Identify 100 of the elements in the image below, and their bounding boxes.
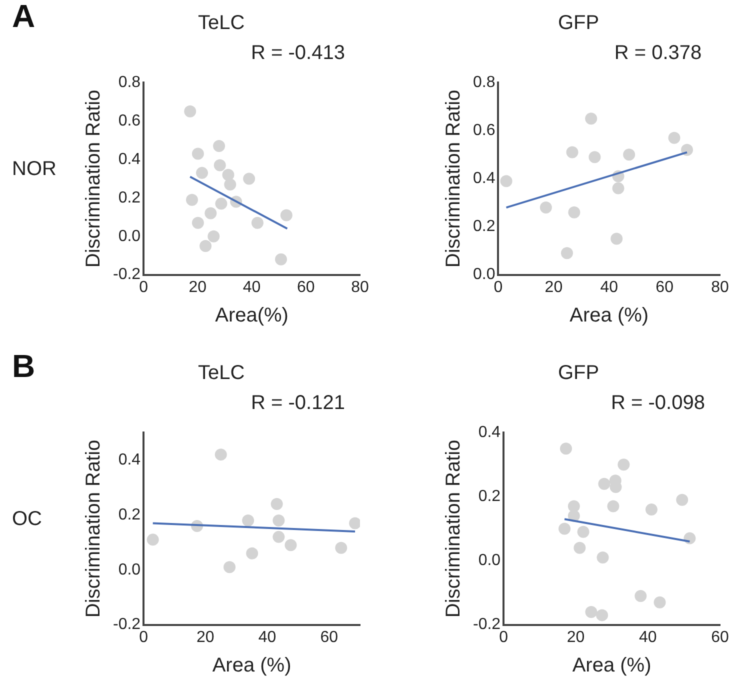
y-tick-label: 0.2 xyxy=(118,506,141,524)
point xyxy=(654,596,666,608)
point xyxy=(280,209,292,222)
y-tick-label: 0.8 xyxy=(118,74,141,92)
point xyxy=(335,542,348,554)
x-tick-label: 0 xyxy=(139,278,148,296)
x-tick-label: 40 xyxy=(600,278,618,296)
x-tick-label: 60 xyxy=(656,278,674,296)
y-tick-label: 0.4 xyxy=(118,150,141,168)
x-tick-label: 60 xyxy=(296,278,315,296)
x-axis-title: Area (%) xyxy=(570,304,649,327)
y-tick-label: 0.6 xyxy=(472,122,496,140)
point xyxy=(208,230,220,242)
y-tick-label: 0.2 xyxy=(478,488,501,506)
point xyxy=(588,151,601,164)
y-tick-label: 0.4 xyxy=(472,170,496,188)
text: A xyxy=(12,0,36,35)
y-tick-label: 0.6 xyxy=(118,112,141,130)
y-tick-label: 0.2 xyxy=(118,189,141,206)
point xyxy=(585,112,598,125)
point xyxy=(560,442,572,455)
point xyxy=(623,148,636,161)
point xyxy=(186,194,198,206)
y-tick-label: 0.0 xyxy=(118,228,141,245)
point xyxy=(560,247,573,260)
x-tick-label: 80 xyxy=(351,278,369,296)
point xyxy=(610,232,623,245)
point xyxy=(500,175,512,188)
point xyxy=(272,530,285,543)
chart-title: GFP xyxy=(558,12,600,35)
x-tick-label: 60 xyxy=(320,628,338,646)
y-axis-title: Discrimination Ratio xyxy=(82,440,105,618)
point xyxy=(146,534,159,546)
chart-subtitle: R = -0.121 xyxy=(250,392,346,415)
point xyxy=(184,105,196,118)
point xyxy=(596,552,609,564)
x-axis-title: Area(%) xyxy=(215,304,288,327)
point xyxy=(676,494,688,506)
point xyxy=(634,590,647,602)
x-tick-label: 20 xyxy=(196,628,214,646)
chart-subtitle: R = -0.413 xyxy=(250,42,346,65)
x-axis-title: Area (%) xyxy=(212,654,292,677)
x-tick-label: 40 xyxy=(242,278,261,296)
chart-subtitle: R = -0.098 xyxy=(610,392,706,415)
x-tick-label: 40 xyxy=(638,628,657,646)
point xyxy=(681,144,694,156)
y-tick-label: 0.8 xyxy=(472,74,496,92)
point xyxy=(192,148,204,160)
point xyxy=(214,448,227,461)
y-tick-label: -0.2 xyxy=(112,266,141,284)
point xyxy=(645,503,658,516)
point xyxy=(246,547,258,560)
point xyxy=(566,146,578,158)
x-axis-title: Area (%) xyxy=(572,654,652,677)
point xyxy=(270,498,283,510)
point xyxy=(251,216,264,229)
y-tick-label: 0.0 xyxy=(478,552,501,570)
chart-subtitle: R = 0.378 xyxy=(613,42,703,65)
point xyxy=(574,542,586,554)
point xyxy=(577,526,590,538)
point xyxy=(612,182,624,194)
x-tick-label: 20 xyxy=(566,628,585,646)
y-tick-label: 0.4 xyxy=(118,451,141,468)
point xyxy=(224,561,236,574)
x-tick-label: 20 xyxy=(544,278,563,296)
point xyxy=(215,198,228,210)
point xyxy=(596,609,608,622)
x-tick-label: 0 xyxy=(494,278,503,296)
y-tick-label: 0.2 xyxy=(472,218,496,236)
y-tick-label: 0.4 xyxy=(478,424,501,442)
y-tick-label: -0.2 xyxy=(112,616,141,634)
point xyxy=(558,522,571,535)
chart-title: GFP xyxy=(558,362,600,385)
point xyxy=(196,166,208,179)
point xyxy=(243,172,256,185)
y-axis-title: Discrimination Ratio xyxy=(82,90,105,268)
chart-title: TeLC xyxy=(198,362,245,385)
text: B xyxy=(12,348,36,385)
y-tick-label: -0.2 xyxy=(472,616,501,634)
point xyxy=(200,240,212,252)
point xyxy=(607,500,620,512)
chart-title: TeLC xyxy=(198,12,245,35)
point xyxy=(668,132,680,144)
point xyxy=(214,159,226,172)
x-tick-label: 40 xyxy=(258,628,276,646)
point xyxy=(568,206,580,218)
point xyxy=(224,178,236,190)
point xyxy=(275,253,288,266)
x-tick-label: 0 xyxy=(139,628,148,646)
point xyxy=(618,458,630,471)
point xyxy=(284,539,297,552)
point xyxy=(192,216,204,229)
y-axis-title: Discrimination Ratio xyxy=(442,440,465,618)
point xyxy=(213,140,226,152)
x-tick-label: 20 xyxy=(188,278,207,296)
x-tick-label: 60 xyxy=(711,628,729,646)
text: NOR xyxy=(12,158,56,181)
x-tick-label: 80 xyxy=(711,278,729,296)
point xyxy=(204,207,217,220)
y-tick-label: 0.0 xyxy=(472,266,496,284)
